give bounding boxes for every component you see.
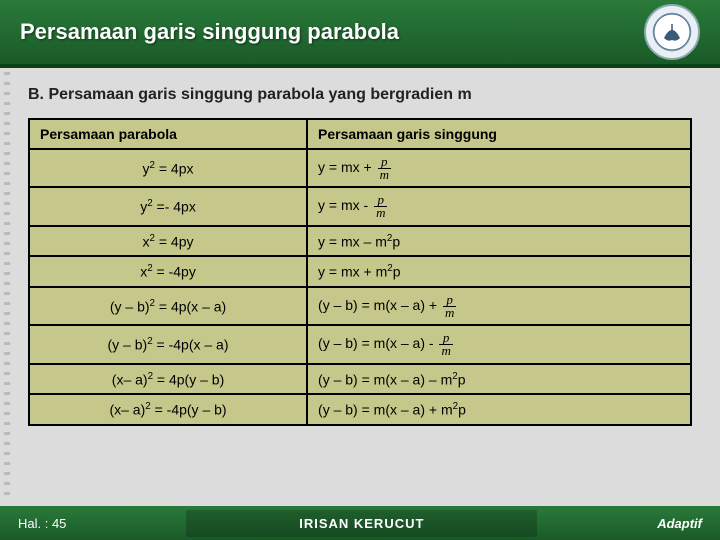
parabola-equation: (x– a)2 = -4p(y – b) <box>29 394 307 425</box>
tangent-equation: (y – b) = m(x – a) - pm <box>307 325 691 363</box>
slide-title: Persamaan garis singgung parabola <box>20 19 644 45</box>
side-decoration <box>4 72 10 502</box>
parabola-equation: (y – b)2 = -4p(x – a) <box>29 325 307 363</box>
parabola-equation: x2 = 4py <box>29 226 307 257</box>
slide-footer: Hal. : 45 IRISAN KERUCUT Adaptif <box>0 506 720 540</box>
tangent-equation: (y – b) = m(x – a) – m2p <box>307 364 691 395</box>
parabola-equation: (y – b)2 = 4p(x – a) <box>29 287 307 325</box>
tangent-equation: y = mx – m2p <box>307 226 691 257</box>
logo-icon <box>644 4 700 60</box>
table-row: (x– a)2 = 4p(y – b)(y – b) = m(x – a) – … <box>29 364 691 395</box>
table-row: (y – b)2 = 4p(x – a)(y – b) = m(x – a) +… <box>29 287 691 325</box>
table-row: y2 =- 4pxy = mx - pm <box>29 187 691 225</box>
tangent-equation: y = mx + m2p <box>307 256 691 287</box>
table-header-col1: Persamaan parabola <box>29 119 307 149</box>
table-row: x2 = 4pyy = mx – m2p <box>29 226 691 257</box>
table-row: x2 = -4pyy = mx + m2p <box>29 256 691 287</box>
table-row: (y – b)2 = -4p(x – a)(y – b) = m(x – a) … <box>29 325 691 363</box>
footer-title: IRISAN KERUCUT <box>186 510 537 537</box>
table-row: (x– a)2 = -4p(y – b)(y – b) = m(x – a) +… <box>29 394 691 425</box>
footer-brand: Adaptif <box>657 516 702 531</box>
tangent-equation: (y – b) = m(x – a) + pm <box>307 287 691 325</box>
parabola-equation: x2 = -4py <box>29 256 307 287</box>
parabola-equation: y2 = 4px <box>29 149 307 187</box>
formula-table: Persamaan parabola Persamaan garis singg… <box>28 118 692 426</box>
table-header-col2: Persamaan garis singgung <box>307 119 691 149</box>
page-number: Hal. : 45 <box>18 516 66 531</box>
parabola-equation: y2 =- 4px <box>29 187 307 225</box>
table-row: y2 = 4pxy = mx + pm <box>29 149 691 187</box>
slide-content: B. Persamaan garis singgung parabola yan… <box>0 68 720 426</box>
tangent-equation: y = mx + pm <box>307 149 691 187</box>
slide-header: Persamaan garis singgung parabola <box>0 0 720 68</box>
tangent-equation: (y – b) = m(x – a) + m2p <box>307 394 691 425</box>
section-subtitle: B. Persamaan garis singgung parabola yan… <box>28 86 692 104</box>
tangent-equation: y = mx - pm <box>307 187 691 225</box>
parabola-equation: (x– a)2 = 4p(y – b) <box>29 364 307 395</box>
